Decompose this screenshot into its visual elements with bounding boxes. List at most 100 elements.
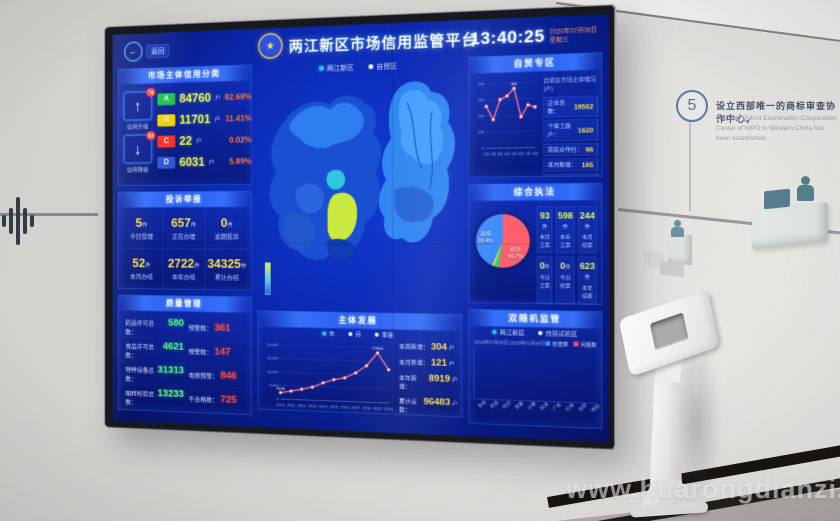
ftz-row: 本月新增： 165 (543, 158, 598, 172)
credit-downgrade-button[interactable]: 63 ↓ (123, 130, 156, 164)
svg-text:200: 200 (478, 114, 484, 118)
stat-label: 本月办结 (129, 272, 154, 281)
option-liangjiang[interactable]: 两江新区 (492, 328, 525, 337)
svg-text:300: 300 (478, 98, 484, 102)
enforcement-stat-cell: 93件 本月立案 (537, 206, 553, 254)
screen-bezel: ← 返回 ★ 两江新区市场信用监管平台 13:40:25 2020年07月08日… (104, 4, 617, 450)
wall-step-subtitle-en: The only Patent Examination Cooperation … (716, 115, 837, 142)
svg-text:365: 365 (511, 82, 517, 86)
stat-value: 244件 (579, 210, 595, 230)
svg-text:2011: 2011 (287, 403, 295, 407)
tab-label[interactable]: 自贸区 (376, 61, 397, 71)
stat-label: 累计总数： (398, 397, 417, 414)
warning-value: 846 (220, 369, 237, 382)
grade-unit: 户 (215, 94, 221, 102)
stat-value: 623件 (579, 261, 595, 281)
stat-value: 598件 (557, 210, 573, 230)
stat-value: 121 (430, 357, 447, 369)
iso-person2-body (671, 227, 684, 237)
stat-unit: 户 (452, 377, 458, 384)
mode-month[interactable]: 月 (348, 330, 361, 339)
grade-percent: 5.89% (229, 156, 252, 167)
quality-value: 13233 (157, 387, 184, 400)
stacked-bar-chart (473, 347, 597, 404)
svg-text:7月: 7月 (525, 152, 531, 156)
upgrade-count-badge: 78 (146, 87, 156, 98)
warning-label: 预警数： (188, 347, 213, 356)
ftz-value: 96 (585, 145, 594, 154)
radio-dot-icon (348, 332, 353, 337)
dev-stat-row: 本年新增： 8919 户 (399, 372, 458, 393)
quality-panel: 质量管理 药品许可总数： 580 预警数： 361 食品许可总数： 4621 预警数：… (117, 294, 252, 416)
ftz-panel: 自贸专区 0 100 200 300 400 1月 2月 3月 4月 5月 6月 7月 8月 365 自贸… (468, 52, 603, 178)
svg-text:6月: 6月 (518, 152, 524, 156)
tab-liangjiang[interactable]: 两江新区 (319, 62, 354, 73)
stat-label: 本月新增： (398, 358, 429, 367)
title-block: ★ 两江新区市场信用监管平台 (258, 25, 478, 60)
district-map[interactable] (257, 70, 462, 308)
tab-label[interactable]: 两江新区 (326, 63, 354, 73)
credit-grade-row: B 11701 户 11.41% (157, 108, 252, 131)
stat-unit: 户 (448, 345, 455, 352)
svg-text:2012: 2012 (298, 404, 306, 408)
dashboard-ui: ← 返回 ★ 两江新区市场信用监管平台 13:40:25 2020年07月08日… (112, 14, 609, 443)
iso-desk-illustration (752, 202, 828, 250)
iso-pedestal-illustration (668, 232, 692, 266)
map-color-scale (264, 262, 271, 295)
emblem-icon: ★ (258, 32, 283, 60)
mode-year[interactable]: 年 (322, 329, 335, 338)
warning-value: 147 (214, 345, 231, 358)
enforcement-panel: 综合执法 咨询 39.4% (468, 182, 603, 305)
bar-x-axis: 食品药品特设质量计量标准广告价格合同商标专利网监其他 (474, 399, 601, 418)
mode-quarter[interactable]: 季度 (374, 330, 394, 339)
quality-row: 抽样检验总数： 13233 不合格数： 725 (121, 384, 249, 412)
stat-value: 34325件 (207, 256, 247, 272)
grade-badge: C (157, 135, 176, 148)
quality-row: 药品许可总数： 580 预警数： 361 (120, 314, 249, 341)
ftz-row: 农民合作社： 96 (543, 142, 598, 157)
back-arrow-icon[interactable]: ← (123, 41, 143, 63)
dev-stat-row: 本周新增： 304 户 (399, 341, 458, 354)
credit-upgrade-button[interactable]: 78 ↑ (123, 87, 156, 121)
tab-ftz[interactable]: 自贸区 (368, 61, 397, 72)
kiosk-stand (612, 288, 744, 521)
radio-dot-icon (374, 332, 379, 337)
stat-label: 本年结案 (581, 285, 593, 300)
iso-monitor-icon (764, 188, 790, 210)
enforcement-stat-cell: 0件 今日立案 (537, 256, 553, 304)
option-ftz[interactable]: 自贸试验区 (538, 329, 577, 339)
kiosk-column (650, 378, 682, 484)
enforcement-stat-cell: 598件 本年立案 (556, 206, 575, 254)
complaint-stat-cell: 52件 本月办结 (120, 248, 163, 290)
ftz-row: 个体工商户： 1620 (543, 119, 598, 142)
stat-unit: 户 (452, 400, 458, 408)
grade-percent: 82.68% (224, 91, 252, 102)
iso-person-body (797, 185, 814, 201)
downgrade-count-badge: 63 (146, 130, 156, 141)
wall-step-title-zh: 设立西部唯一的商标审查协作中心。 (716, 101, 837, 124)
grade-unit: 户 (214, 115, 221, 123)
stat-label: 本年办结 (171, 273, 196, 281)
stat-value: 0件 (220, 215, 233, 230)
clock-weekday: 星期三 (549, 35, 569, 44)
ftz-label: 个体工商户： (547, 123, 571, 139)
ftz-value: 19562 (574, 102, 594, 111)
stat-value: 657件 (171, 215, 197, 230)
svg-text:100: 100 (478, 130, 484, 134)
complaint-stat-cell: 657件 正在办理 (162, 208, 206, 250)
district-map-svg[interactable] (257, 70, 462, 308)
stat-value: 2722件 (167, 256, 200, 271)
svg-text:2010: 2010 (276, 403, 284, 407)
development-stats: 本周新增： 304 户 本月新增： 121 户 本年新增： 8919 户 累计总… (392, 340, 458, 417)
wall-step-connector-line (689, 119, 691, 211)
stat-value: 0件 (539, 260, 550, 271)
clock-time: 13:40:25 (470, 26, 545, 49)
radio-dot-icon (368, 64, 374, 70)
back-button-label[interactable]: 返回 (146, 43, 170, 58)
grade-count: 6031 (179, 154, 205, 169)
ftz-value: 165 (581, 160, 594, 169)
radio-dot-icon (538, 330, 543, 336)
ftz-list-header: 自贸区市场主体情况(户) (543, 76, 597, 93)
back-button[interactable]: ← 返回 (123, 40, 170, 63)
